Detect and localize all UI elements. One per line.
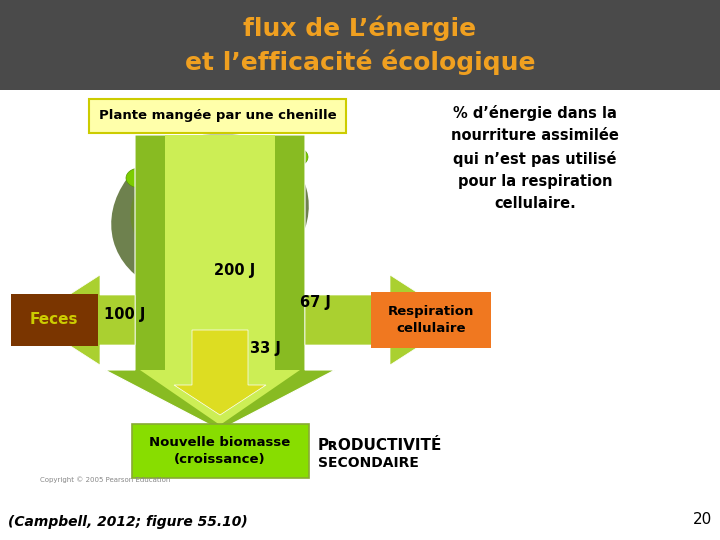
Text: Nouvelle biomasse
(croissance): Nouvelle biomasse (croissance) xyxy=(149,436,291,466)
Ellipse shape xyxy=(137,174,159,192)
Ellipse shape xyxy=(111,133,309,296)
FancyBboxPatch shape xyxy=(11,294,98,346)
Polygon shape xyxy=(105,135,335,430)
Ellipse shape xyxy=(126,168,154,188)
Text: flux de L’énergie: flux de L’énergie xyxy=(243,15,477,40)
Text: Copyright © 2005 Pearson Education: Copyright © 2005 Pearson Education xyxy=(40,477,170,483)
Text: 33 J: 33 J xyxy=(250,341,280,355)
Text: 20: 20 xyxy=(693,512,711,528)
Text: SECONDAIRE: SECONDAIRE xyxy=(318,456,419,470)
Text: et l’efficacité écologique: et l’efficacité écologique xyxy=(185,49,535,75)
Text: % d’énergie dans la
nourriture assimilée
qui n’est pas utilisé
pour la respirati: % d’énergie dans la nourriture assimilée… xyxy=(451,105,619,211)
Bar xyxy=(0,0,720,90)
Text: 200 J: 200 J xyxy=(215,262,256,278)
Text: 67 J: 67 J xyxy=(300,295,330,310)
Text: Feces: Feces xyxy=(30,313,78,327)
Ellipse shape xyxy=(192,159,220,179)
Text: Respiration
cellulaire: Respiration cellulaire xyxy=(388,305,474,335)
Text: (Campbell, 2012; figure 55.10): (Campbell, 2012; figure 55.10) xyxy=(8,515,248,529)
Ellipse shape xyxy=(236,153,264,173)
Polygon shape xyxy=(174,330,266,415)
Ellipse shape xyxy=(214,156,242,176)
Text: Plante mangée par une chenille: Plante mangée par une chenille xyxy=(99,110,337,123)
Polygon shape xyxy=(140,135,300,425)
Ellipse shape xyxy=(170,162,198,182)
FancyBboxPatch shape xyxy=(89,99,346,133)
Ellipse shape xyxy=(130,150,279,271)
Ellipse shape xyxy=(258,150,286,170)
Polygon shape xyxy=(305,275,460,365)
FancyBboxPatch shape xyxy=(371,292,491,348)
Ellipse shape xyxy=(148,165,176,185)
Polygon shape xyxy=(30,275,135,365)
FancyBboxPatch shape xyxy=(132,424,309,478)
Text: 100 J: 100 J xyxy=(104,307,145,322)
Ellipse shape xyxy=(280,147,308,167)
Text: PʀODUCTIVITÉ: PʀODUCTIVITÉ xyxy=(318,437,442,453)
